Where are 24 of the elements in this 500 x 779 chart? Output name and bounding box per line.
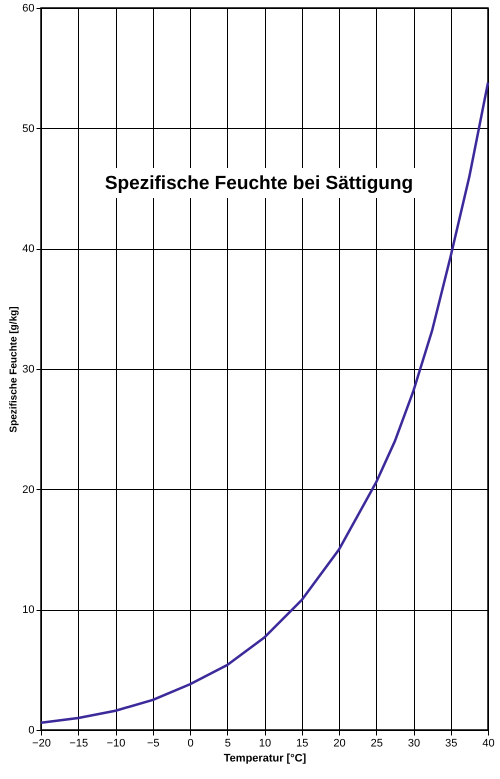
- x-tick-label: 40: [482, 738, 495, 750]
- y-tick-label: 10: [22, 604, 34, 616]
- x-tick-label: 10: [258, 738, 272, 750]
- x-tick-label: −20: [32, 738, 51, 750]
- x-tick-label: 35: [445, 738, 458, 750]
- x-tick-label: −15: [69, 738, 88, 750]
- x-tick-label: −5: [146, 738, 160, 750]
- x-tick-label: 20: [333, 738, 346, 750]
- x-tick-label: 25: [370, 738, 383, 750]
- text: Spezifische Feuchte bei Sättigung: [104, 173, 414, 194]
- x-tick-label: 5: [224, 738, 231, 750]
- y-axis-title: Spezifische Feuchte [g/kg]: [8, 306, 20, 433]
- y-tick-label: 40: [22, 243, 34, 256]
- line-series: [40, 81, 490, 724]
- y-tick-label: 30: [22, 364, 34, 376]
- x-tick-label: 15: [296, 738, 308, 750]
- x-tick-label: 0: [187, 738, 194, 750]
- y-tick-label: 50: [22, 122, 34, 135]
- y-tick-label: 0: [28, 724, 34, 736]
- y-tick-label: 60: [22, 2, 34, 14]
- x-tick-label: 30: [408, 738, 420, 750]
- x-tick-label: −10: [106, 738, 126, 750]
- x-axis-title: Temperatur [°C]: [224, 752, 307, 764]
- y-tick-label: 20: [22, 484, 34, 496]
